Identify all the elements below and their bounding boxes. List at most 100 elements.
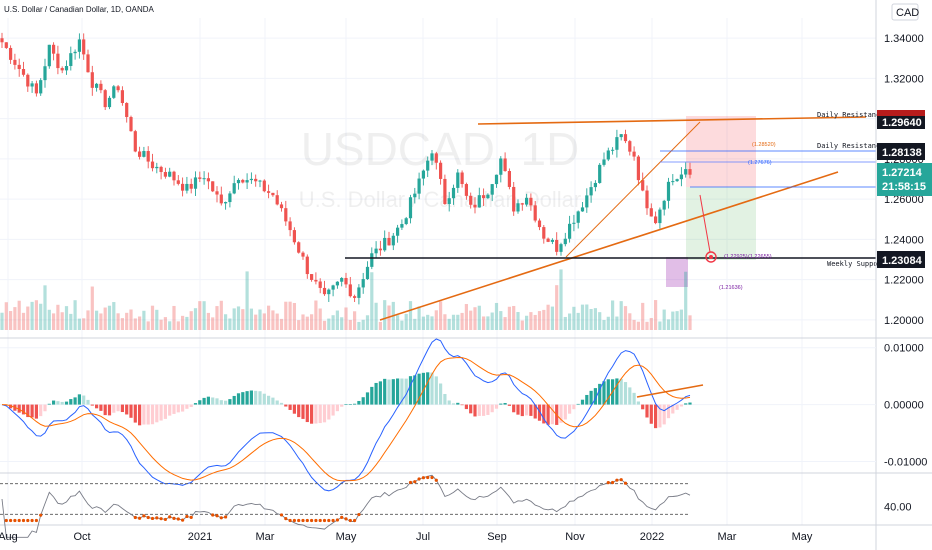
time-tick-0: Aug bbox=[0, 531, 18, 543]
volume-bar-52 bbox=[224, 314, 228, 330]
price-tick-4: 1.26000 bbox=[884, 194, 924, 206]
signal-line bbox=[1, 356, 691, 482]
macd-hist-13 bbox=[56, 401, 60, 405]
volume-bar-22 bbox=[95, 310, 99, 330]
rsi-extreme-100 bbox=[430, 475, 434, 480]
volume-bar-73 bbox=[314, 300, 318, 330]
macd-hist-125 bbox=[537, 404, 542, 421]
candle-59 bbox=[254, 178, 258, 182]
candle-57 bbox=[245, 180, 249, 183]
volume-bar-11 bbox=[47, 309, 51, 330]
macd-hist-79 bbox=[340, 404, 344, 407]
macd-hist-136 bbox=[585, 394, 589, 405]
macd-hist-128 bbox=[550, 404, 554, 425]
macd-hist-72 bbox=[310, 404, 314, 424]
rsi-extreme-6 bbox=[26, 518, 30, 523]
candle-135 bbox=[580, 207, 585, 212]
volume-bar-6 bbox=[26, 306, 30, 330]
macd-tick-0: 0.01000 bbox=[884, 343, 924, 355]
rsi-extreme-31 bbox=[133, 515, 137, 520]
candle-138 bbox=[593, 182, 597, 188]
macd-hist-127 bbox=[546, 404, 550, 425]
volume-bar-99 bbox=[426, 314, 430, 330]
weekly-support-label: Weekly Support bbox=[827, 260, 886, 268]
candle-78 bbox=[335, 281, 339, 286]
candle-51 bbox=[219, 194, 223, 204]
macd-hist-92 bbox=[396, 378, 400, 405]
badge-last-price: 1.27214 21:58:15 bbox=[877, 163, 932, 196]
long-position-tool[interactable] bbox=[686, 116, 756, 260]
rsi-extreme-141 bbox=[606, 480, 610, 485]
macd-hist-112 bbox=[482, 404, 486, 416]
macd-hist-110 bbox=[473, 404, 477, 417]
candle-146 bbox=[628, 141, 632, 152]
candle-155 bbox=[666, 181, 671, 201]
volume-bar-46 bbox=[198, 301, 202, 330]
candle-33 bbox=[142, 151, 146, 157]
volume-bar-33 bbox=[142, 310, 146, 330]
rsi-extreme-143 bbox=[615, 478, 619, 482]
volume-bar-9 bbox=[39, 303, 43, 330]
volume-bar-17 bbox=[73, 300, 77, 330]
candle-126 bbox=[542, 227, 546, 239]
volume-bar-111 bbox=[477, 305, 481, 330]
volume-bar-141 bbox=[606, 316, 610, 330]
daily-resistance-label-1: Daily Resistance bbox=[817, 111, 884, 119]
macd-hist-16 bbox=[69, 399, 73, 405]
volume-bar-70 bbox=[301, 314, 305, 330]
annotation-21636: (1.21636) bbox=[719, 285, 743, 291]
macd-hist-24 bbox=[103, 404, 107, 416]
candle-131 bbox=[563, 238, 567, 245]
candle-9 bbox=[39, 80, 43, 94]
rsi-extreme-42 bbox=[181, 518, 185, 522]
candle-71 bbox=[305, 256, 309, 275]
price-axis[interactable]: 1.340001.320001.300001.280001.260001.240… bbox=[884, 33, 927, 514]
volume-bar-75 bbox=[322, 320, 327, 330]
volume-bar-137 bbox=[589, 309, 593, 330]
rsi-extreme-98 bbox=[421, 476, 425, 480]
macd-hist-123 bbox=[529, 404, 533, 416]
volume-bar-158 bbox=[679, 309, 683, 330]
macd-hist-29 bbox=[125, 404, 129, 415]
macd-hist-62 bbox=[267, 395, 271, 405]
candle-41 bbox=[176, 180, 180, 184]
volume-bar-10 bbox=[43, 285, 47, 330]
macd-hist-11 bbox=[47, 403, 51, 405]
macd-hist-28 bbox=[120, 404, 124, 413]
currency-button[interactable]: CAD bbox=[891, 3, 919, 21]
volume-bar-95 bbox=[408, 301, 413, 330]
candle-76 bbox=[327, 289, 331, 295]
macd-hist-109 bbox=[469, 404, 473, 414]
rsi-extreme-144 bbox=[619, 478, 623, 482]
rsi-extreme-73 bbox=[314, 518, 318, 523]
volume-bar-89 bbox=[383, 300, 387, 330]
macd-hist-134 bbox=[576, 403, 580, 405]
candle-147 bbox=[632, 151, 636, 157]
price-tick-1: 1.32000 bbox=[884, 73, 924, 85]
volume-bar-135 bbox=[580, 304, 585, 330]
volume-bar-155 bbox=[666, 319, 671, 330]
candle-6 bbox=[26, 74, 30, 87]
time-axis[interactable]: Aug Oct 2021 Mar May Jul Sep Nov 2022 Mar May bbox=[0, 531, 813, 543]
macd-hist-80 bbox=[344, 404, 348, 405]
rsi-extreme-78 bbox=[335, 518, 339, 522]
macd-hist-55 bbox=[236, 393, 241, 405]
candle-85 bbox=[365, 266, 370, 280]
candle-68 bbox=[292, 230, 296, 243]
macd-hist-146 bbox=[628, 387, 632, 405]
candle-110 bbox=[473, 204, 477, 208]
annotations: (1.28520) (1.27676) (1.22925) (1.22655) … bbox=[719, 142, 776, 291]
candle-0 bbox=[0, 38, 4, 43]
macd-hist-34 bbox=[146, 404, 150, 425]
candle-113 bbox=[486, 194, 490, 199]
candle-22 bbox=[95, 83, 99, 88]
price-tick-0: 1.34000 bbox=[884, 33, 924, 45]
candle-125 bbox=[537, 220, 542, 228]
volume-bar-127 bbox=[546, 304, 550, 330]
macd-hist-26 bbox=[112, 404, 116, 413]
macd-hist-19 bbox=[82, 395, 86, 405]
volume-bar-58 bbox=[249, 308, 253, 330]
macd-hist-138 bbox=[593, 388, 597, 405]
rsi-extreme-44 bbox=[189, 515, 193, 520]
volume-bar-129 bbox=[555, 285, 559, 330]
